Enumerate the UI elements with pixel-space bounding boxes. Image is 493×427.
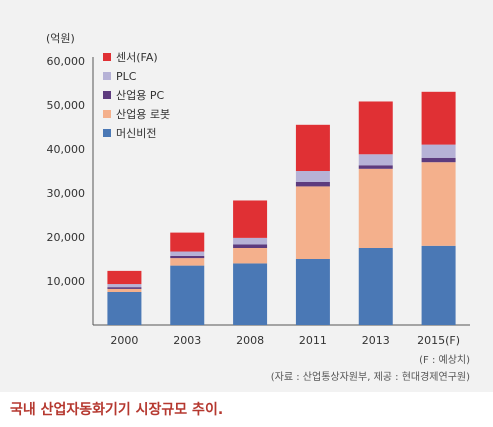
legend-swatch — [103, 91, 111, 99]
source-note: (자료 : 산업통상자원부, 제공 : 현대경제연구원) — [271, 370, 470, 383]
x-tick-label: 2003 — [173, 334, 201, 347]
bar-segment — [421, 91, 456, 145]
bar-segment — [358, 154, 393, 166]
x-tick-label: 2015(F) — [417, 334, 460, 347]
figure-caption: 국내 산업자동화기기 시장규모 추이. — [10, 402, 224, 418]
bar-segment — [170, 251, 205, 256]
bar-segment — [295, 171, 330, 182]
bar-segment — [358, 165, 393, 169]
x-tick-label: 2000 — [110, 334, 138, 347]
y-tick-label: 30,000 — [47, 187, 86, 200]
bar-segment — [233, 263, 268, 325]
legend-swatch — [103, 129, 111, 137]
bar-segment — [233, 237, 268, 245]
y-tick-label: 10,000 — [47, 275, 86, 288]
legend-swatch — [103, 110, 111, 118]
y-tick-label: 40,000 — [47, 143, 86, 156]
legend-label: 센서(FA) — [116, 51, 158, 64]
bar-segment — [170, 255, 205, 259]
y-tick-label: 60,000 — [47, 55, 86, 68]
plot-area: 10,000 20,000 30,000 40,000 50,000 60,000 2000… — [47, 55, 470, 347]
chart-panel — [0, 0, 493, 392]
x-tick-label: 2008 — [236, 334, 264, 347]
bar-segment — [107, 292, 142, 325]
bar-segment — [295, 259, 330, 325]
bar-segment — [107, 287, 142, 289]
legend-label: 머신비전 — [116, 127, 156, 140]
bar-segment — [233, 200, 268, 238]
bar-segment — [421, 245, 456, 325]
bar-segment — [107, 284, 142, 288]
bar-segment — [233, 244, 268, 248]
y-tick-label: 20,000 — [47, 231, 86, 244]
y-tick-label: 50,000 — [47, 99, 86, 112]
bar-segment — [170, 232, 205, 252]
bar-segment — [421, 144, 456, 158]
bar-segment — [170, 258, 205, 266]
bar-segment — [107, 270, 142, 285]
bar-segment — [358, 248, 393, 325]
bar-segment — [170, 265, 205, 325]
bar-segment — [295, 124, 330, 171]
bar-segment — [295, 186, 330, 259]
bar-segment — [421, 162, 456, 246]
legend-label: PLC — [116, 70, 137, 83]
bar-segment — [107, 288, 142, 292]
y-unit-label: (억원) — [46, 32, 75, 45]
bar-segment — [358, 101, 393, 155]
legend-label: 산업용 PC — [116, 89, 164, 102]
legend-swatch — [103, 53, 111, 61]
forecast-note: (F : 예상치) — [419, 354, 470, 366]
x-tick-label: 2011 — [299, 334, 327, 347]
stacked-bar-chart: (억원) 10,000 20,000 30,000 40,000 50,000 60,00… — [46, 32, 470, 383]
legend-swatch — [103, 72, 111, 80]
bar-segment — [421, 157, 456, 163]
bar-segment — [295, 182, 330, 187]
legend-label: 산업용 로봇 — [116, 108, 170, 121]
bar-segment — [358, 168, 393, 248]
x-tick-label: 2013 — [362, 334, 390, 347]
bar-segment — [233, 248, 268, 264]
